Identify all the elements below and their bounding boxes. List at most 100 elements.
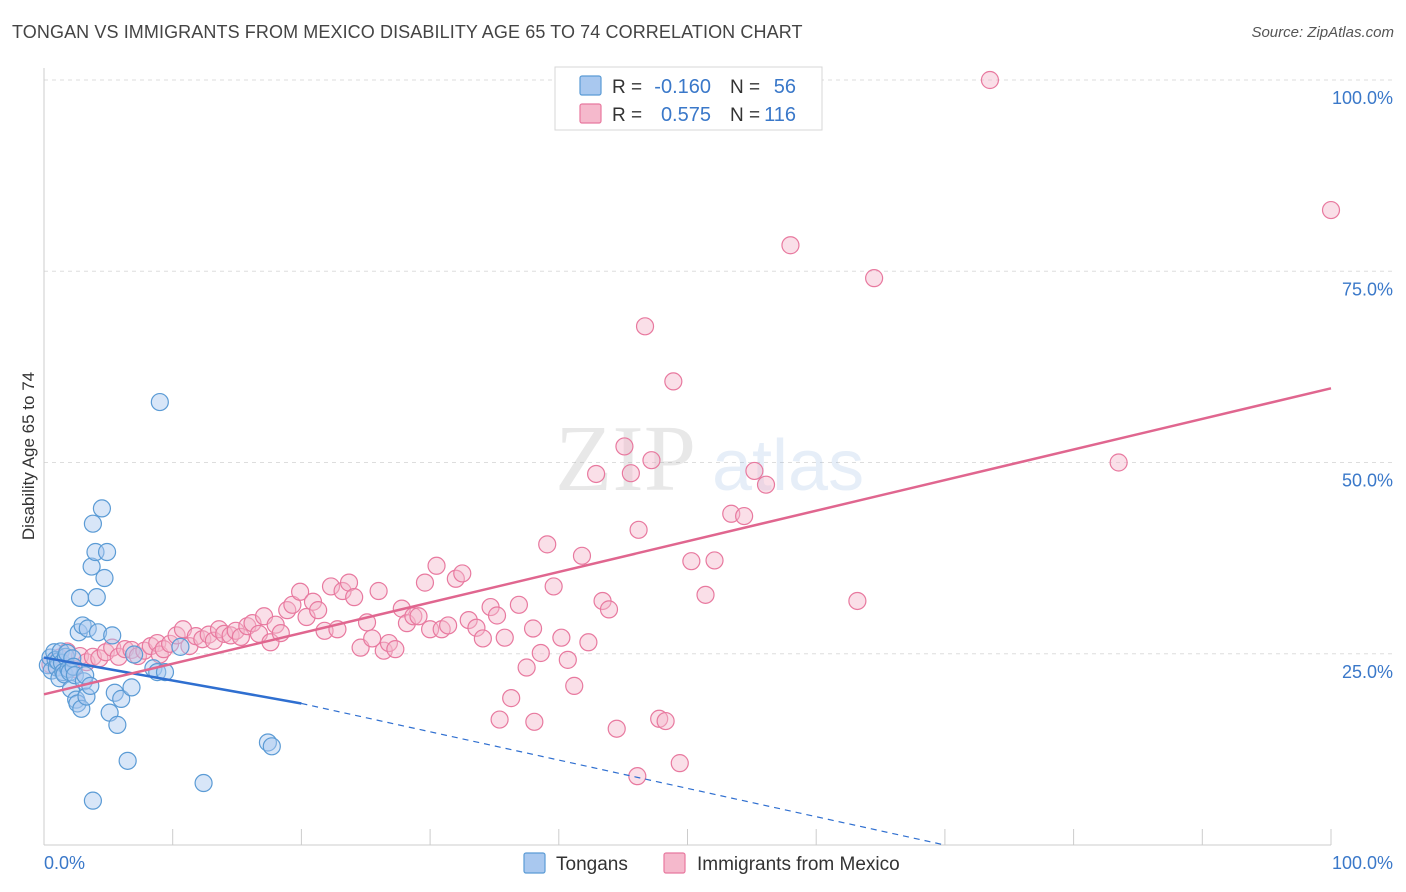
tongan-point-38	[97, 542, 117, 562]
mexico-point-50	[345, 588, 364, 607]
bottom-legend-swatch-mexico	[663, 852, 686, 874]
mexico-point-107	[781, 236, 800, 255]
stats-legend: R = -0.160 N = 56 R = 0.575 N = 116	[554, 66, 823, 131]
y-tick-label-100: 100.0%	[1332, 88, 1393, 108]
tongan-point-35	[88, 623, 108, 642]
mexico-point-46	[321, 577, 341, 596]
mexico-point-83	[558, 650, 577, 669]
mexico-point-68	[453, 564, 472, 583]
mexico-point-111	[1109, 453, 1128, 472]
mexico-point-105	[745, 461, 764, 481]
y-tick-label-25: 25.0%	[1342, 662, 1393, 682]
mexico-point-98	[664, 372, 683, 391]
x-tick-label-max: 100.0%	[1332, 853, 1393, 873]
mexico-point-81	[544, 577, 563, 596]
series-tongans	[38, 392, 281, 810]
mexico-point-69	[459, 610, 478, 630]
tongan-point-31	[82, 557, 101, 576]
mexico-point-104	[735, 506, 754, 526]
y-tick-labels: 25.0% 50.0% 75.0% 100.0%	[1332, 88, 1393, 682]
mexico-point-79	[531, 643, 550, 663]
tongan-point-34	[87, 588, 106, 607]
mexico-point-61	[409, 607, 428, 626]
legend-n-label-tongans: N =	[730, 77, 760, 98]
mexico-point-44	[309, 601, 328, 620]
mexico-point-102	[705, 551, 724, 570]
tongan-point-23	[70, 588, 90, 608]
tongan-point-32	[83, 514, 103, 533]
tongan-point-50	[155, 663, 175, 682]
trend-lines	[43, 387, 1332, 846]
watermark: ZIP atlas	[555, 407, 864, 511]
mexico-point-110	[980, 70, 1000, 90]
mexico-point-115	[628, 767, 647, 786]
mexico-point-24	[193, 630, 212, 649]
tongan-point-40	[103, 626, 122, 645]
legend-n-value-mexico: 116	[764, 104, 796, 126]
tongan-point-52	[194, 773, 213, 793]
legend-r-value-tongans: -0.160	[654, 76, 711, 98]
mexico-point-33	[243, 614, 262, 633]
mexico-point-109	[865, 269, 884, 288]
tongan-trend-line	[43, 656, 302, 705]
mexico-point-70	[467, 618, 486, 637]
legend-n-value-tongans: 56	[774, 76, 796, 98]
mexico-point-94	[635, 317, 655, 336]
bottom-legend-label-mexico: Immigrants from Mexico	[697, 854, 900, 875]
series-legend: Tongans Immigrants from Mexico	[523, 852, 900, 875]
mexico-point-99	[670, 754, 689, 773]
series-immigrants-from-mexico	[41, 70, 1341, 786]
mexico-point-57	[386, 640, 405, 659]
legend-swatch-mexico	[579, 103, 602, 124]
tongan-point-42	[108, 715, 127, 734]
mexico-point-31	[231, 627, 251, 647]
tongan-point-36	[92, 499, 112, 518]
mexico-point-92	[621, 464, 640, 483]
legend-swatch-tongans	[579, 75, 602, 96]
mexico-point-106	[756, 475, 776, 494]
tongan-point-55	[83, 791, 103, 810]
mexico-point-85	[572, 546, 592, 565]
chart-source: Source: ZipAtlas.com	[1251, 24, 1394, 41]
mexico-point-42	[297, 607, 316, 627]
tongan-point-37	[95, 568, 114, 588]
y-axis-title: Disability Age 65 to 74	[19, 372, 38, 540]
mexico-point-26	[204, 631, 223, 650]
mexico-point-89	[599, 600, 619, 619]
mexico-trend-line	[43, 387, 1332, 696]
mexico-point-86	[579, 633, 598, 652]
tongan-point-51	[171, 637, 190, 656]
mexico-point-73	[487, 606, 507, 625]
tongan-point-25	[73, 616, 92, 635]
chart-title: TONGAN VS IMMIGRANTS FROM MEXICO DISABIL…	[12, 22, 803, 42]
mexico-point-108	[848, 591, 867, 611]
legend-r-label-mexico: R =	[612, 105, 642, 126]
y-tick-label-75: 75.0%	[1342, 279, 1393, 299]
mexico-point-53	[363, 629, 382, 648]
mexico-point-114	[525, 712, 544, 731]
tongan-point-46	[124, 645, 144, 664]
mexico-point-90	[607, 719, 626, 738]
tongan-point-45	[122, 678, 141, 697]
tongan-point-28	[77, 687, 96, 706]
y-tick-label-50: 50.0%	[1342, 471, 1393, 491]
watermark-atlas: atlas	[712, 426, 864, 506]
mexico-point-97	[656, 711, 675, 731]
mexico-point-82	[552, 628, 571, 647]
mexico-point-87	[587, 464, 606, 484]
tongan-point-29	[78, 619, 97, 638]
mexico-point-64	[427, 556, 446, 575]
mexico-point-101	[696, 585, 715, 604]
bottom-legend-label-tongans: Tongans	[556, 854, 628, 875]
mexico-point-74	[495, 628, 514, 647]
legend-n-label-mexico: N =	[730, 105, 760, 126]
tongan-point-54	[262, 737, 281, 756]
mexico-point-62	[415, 573, 435, 592]
mexico-point-39	[278, 601, 297, 620]
mexico-point-76	[509, 595, 529, 614]
mexico-point-60	[404, 607, 423, 626]
mexico-point-75	[502, 689, 521, 708]
tongan-point-43	[112, 689, 131, 708]
mexico-point-71	[473, 629, 492, 648]
